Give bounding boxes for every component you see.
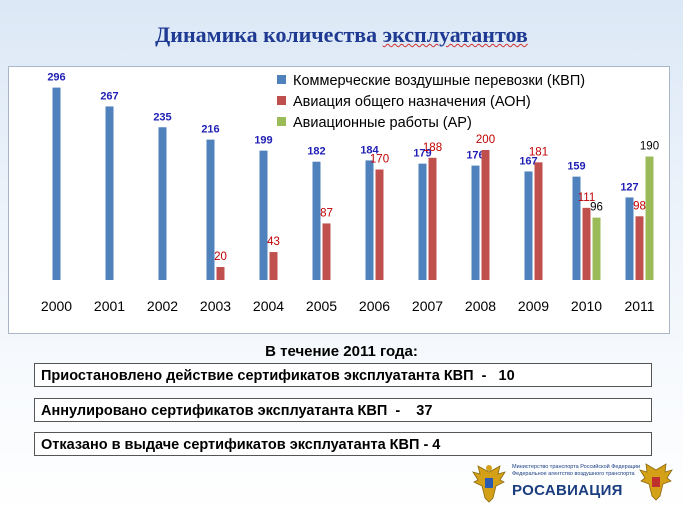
bar-1-2009 bbox=[524, 171, 533, 280]
data-label-2-2006: 170 bbox=[370, 154, 389, 166]
data-label-1-2004: 199 bbox=[254, 135, 272, 147]
info-box-revoked: Аннулировано сертификатов эксплуатанта К… bbox=[34, 398, 652, 422]
info-box-suspended: Приостановлено действие сертификатов экс… bbox=[34, 363, 652, 387]
bar-1-2002 bbox=[158, 127, 167, 280]
data-label-1-2010: 159 bbox=[567, 161, 585, 173]
bar-2-2011 bbox=[635, 216, 644, 280]
bar-1-2008 bbox=[471, 165, 480, 280]
data-label-2-2010: 111 bbox=[578, 192, 595, 204]
data-label-2-2009: 181 bbox=[529, 146, 548, 158]
bar-1-2006 bbox=[365, 160, 374, 280]
bar-1-2000 bbox=[52, 87, 61, 280]
page-title: Динамика количества эксплуатантов bbox=[0, 22, 683, 48]
bar-2-2006 bbox=[375, 169, 384, 280]
bar-2-2007 bbox=[428, 157, 437, 280]
bar-1-2010 bbox=[572, 176, 581, 280]
data-label-3-2010: 96 bbox=[590, 202, 603, 214]
data-label-1-2000: 296 bbox=[47, 72, 65, 84]
data-label-3-2011: 190 bbox=[640, 141, 659, 153]
data-label-1-2007: 179 bbox=[413, 148, 431, 160]
bar-1-2007 bbox=[418, 163, 427, 280]
title-text: Динамика количества bbox=[155, 22, 383, 47]
chart-container: 296 2000 267 2001 235 2002 216 20 2003 199 43 2004 1… bbox=[8, 66, 670, 334]
data-label-1-2006: 184 bbox=[360, 144, 379, 156]
bar-3-2010 bbox=[592, 217, 601, 280]
x-tick-label-2006: 2006 bbox=[359, 298, 390, 314]
data-label-1-2009: 167 bbox=[519, 155, 537, 167]
data-label-1-2008: 176 bbox=[466, 150, 484, 162]
bar-1-2001 bbox=[105, 106, 114, 280]
coat-of-arms-icon bbox=[639, 463, 673, 501]
rosaviation-logo: Министерство транспорта Российской Федер… bbox=[470, 462, 675, 508]
legend-label-3: Авиационные работы (АР) bbox=[293, 115, 472, 131]
legend-swatch-3 bbox=[277, 117, 286, 126]
logo-line-1: Министерство транспорта Российской Федер… bbox=[512, 464, 641, 470]
bar-2-2010 bbox=[582, 207, 591, 280]
data-label-2-2005: 87 bbox=[320, 207, 333, 219]
data-label-1-2002: 235 bbox=[153, 111, 171, 123]
bar-1-2004 bbox=[259, 150, 268, 280]
double-headed-eagle-icon bbox=[472, 465, 506, 503]
info-box-refused: Отказано в выдаче сертификатов эксплуата… bbox=[34, 432, 652, 456]
legend-label-1: Коммерческие воздушные перевозки (КВП) bbox=[293, 73, 585, 89]
x-tick-label-2002: 2002 bbox=[147, 298, 178, 314]
data-label-2-2007: 188 bbox=[423, 142, 442, 154]
bar-1-2011 bbox=[625, 197, 634, 280]
logo-name: РОСАВИАЦИЯ bbox=[512, 482, 623, 499]
bar-2-2008 bbox=[481, 150, 490, 280]
x-tick-label-2001: 2001 bbox=[94, 298, 125, 314]
x-tick-label-2005: 2005 bbox=[306, 298, 337, 314]
logo-line-2: Федеральное агентство воздушного транспо… bbox=[512, 470, 635, 477]
legend-label-2: Авиация общего назначения (АОН) bbox=[293, 94, 531, 110]
bar-2-2004 bbox=[269, 252, 278, 280]
data-label-2-2003: 20 bbox=[214, 251, 227, 263]
x-tick-label-2010: 2010 bbox=[571, 298, 602, 314]
bar-2-2009 bbox=[534, 162, 543, 280]
data-label-2-2011: 98 bbox=[633, 200, 646, 212]
data-label-1-2005: 182 bbox=[307, 146, 325, 158]
data-label-2-2008: 200 bbox=[476, 134, 495, 146]
x-tick-label-2008: 2008 bbox=[465, 298, 496, 314]
bar-2-2005 bbox=[322, 223, 331, 280]
x-tick-label-2009: 2009 bbox=[518, 298, 549, 314]
x-tick-label-2007: 2007 bbox=[412, 298, 443, 314]
data-label-1-2001: 267 bbox=[100, 90, 118, 102]
x-tick-label-2000: 2000 bbox=[41, 298, 72, 314]
data-label-2-2004: 43 bbox=[267, 236, 280, 248]
x-tick-label-2003: 2003 bbox=[200, 298, 231, 314]
bar-2-2003 bbox=[216, 267, 225, 280]
data-label-1-2003: 216 bbox=[201, 124, 219, 136]
bar-1-2005 bbox=[312, 161, 321, 280]
bar-chart: 296 2000 267 2001 235 2002 216 20 2003 199 43 2004 1… bbox=[41, 72, 659, 314]
x-tick-label-2004: 2004 bbox=[253, 298, 284, 314]
legend-swatch-1 bbox=[277, 75, 286, 84]
title-highlight: эксплуатантов bbox=[382, 22, 528, 47]
bar-3-2011 bbox=[645, 156, 654, 280]
logo-ministry-text: Министерство транспорта Российской Федер… bbox=[512, 464, 642, 477]
bar-1-2003 bbox=[206, 139, 215, 280]
info-subtitle: В течение 2011 года: bbox=[265, 343, 418, 360]
data-label-1-2011: 127 bbox=[620, 181, 638, 193]
x-tick-label-2011: 2011 bbox=[624, 298, 654, 314]
legend-swatch-2 bbox=[277, 96, 286, 105]
